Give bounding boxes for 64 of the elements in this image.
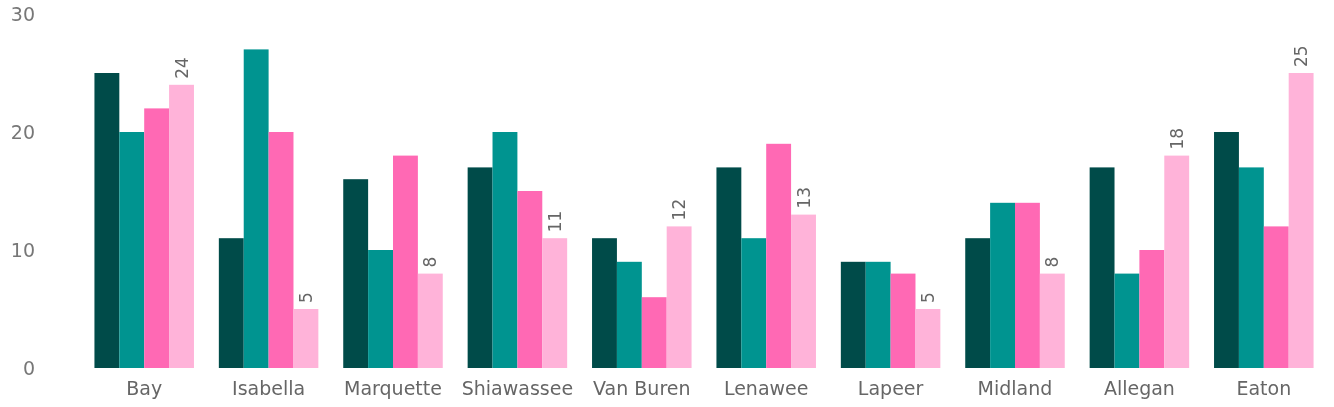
- bar: [144, 108, 170, 368]
- x-tick-label: Lapeer: [857, 377, 924, 399]
- data-label: 13: [793, 186, 814, 209]
- x-tick-label: Shiawassee: [461, 377, 574, 399]
- bar: [268, 132, 294, 368]
- bar: [119, 132, 145, 368]
- bar: [1238, 167, 1264, 368]
- bar: [1214, 132, 1239, 368]
- y-tick-label: 30: [10, 2, 35, 25]
- bar: [1288, 73, 1314, 368]
- bar: [965, 238, 991, 368]
- x-tick-label: Eaton: [1236, 377, 1292, 399]
- bar: [890, 273, 916, 368]
- bar: [666, 226, 692, 368]
- bar: [1089, 167, 1115, 368]
- data-label: 24: [171, 57, 192, 79]
- data-label: 11: [544, 210, 565, 233]
- data-label: 5: [917, 292, 938, 303]
- bar: [990, 202, 1015, 368]
- x-tick-label: Midland: [977, 377, 1053, 399]
- bar: [766, 143, 792, 368]
- bar: [1164, 155, 1190, 368]
- data-label: 8: [420, 256, 441, 268]
- y-tick-label: 10: [10, 238, 35, 261]
- bar: [1263, 226, 1289, 368]
- data-label: 25: [1291, 45, 1312, 67]
- x-tick-label: Allegan: [1103, 377, 1175, 399]
- x-tick-label: Marquette: [344, 377, 442, 399]
- bar: [343, 179, 369, 368]
- data-label: 8: [1042, 256, 1063, 268]
- bar: [1039, 273, 1065, 368]
- bar: [1114, 273, 1140, 368]
- bar: [616, 261, 642, 368]
- bar: [542, 238, 568, 368]
- data-label: 18: [1166, 127, 1187, 150]
- bar: [517, 191, 543, 368]
- bar: [840, 261, 866, 368]
- y-tick-label: 20: [10, 120, 35, 143]
- bar: [94, 73, 120, 368]
- x-tick-label: Isabella: [232, 377, 306, 399]
- bar: [417, 273, 443, 368]
- bar: [467, 167, 493, 368]
- bar: [293, 309, 319, 368]
- bar: [1139, 250, 1165, 368]
- data-label: 12: [669, 198, 690, 221]
- bar: [492, 132, 518, 368]
- bar: [243, 49, 269, 368]
- x-tick-label: Bay: [126, 377, 163, 399]
- x-tick-label: Lenawee: [723, 377, 809, 399]
- bar: [1015, 202, 1040, 368]
- bar: [915, 309, 941, 368]
- bar: [169, 84, 194, 368]
- data-label: 5: [295, 292, 316, 303]
- bar: [218, 238, 244, 368]
- bar: [791, 214, 816, 368]
- bar: [368, 250, 393, 368]
- bar: [393, 155, 418, 368]
- y-tick-label: 0: [22, 356, 35, 379]
- bar: [592, 238, 617, 368]
- bar: [716, 167, 742, 368]
- bar: [865, 261, 891, 368]
- bar: [741, 238, 767, 368]
- x-tick-label: Van Buren: [593, 377, 691, 399]
- bar: [641, 297, 667, 368]
